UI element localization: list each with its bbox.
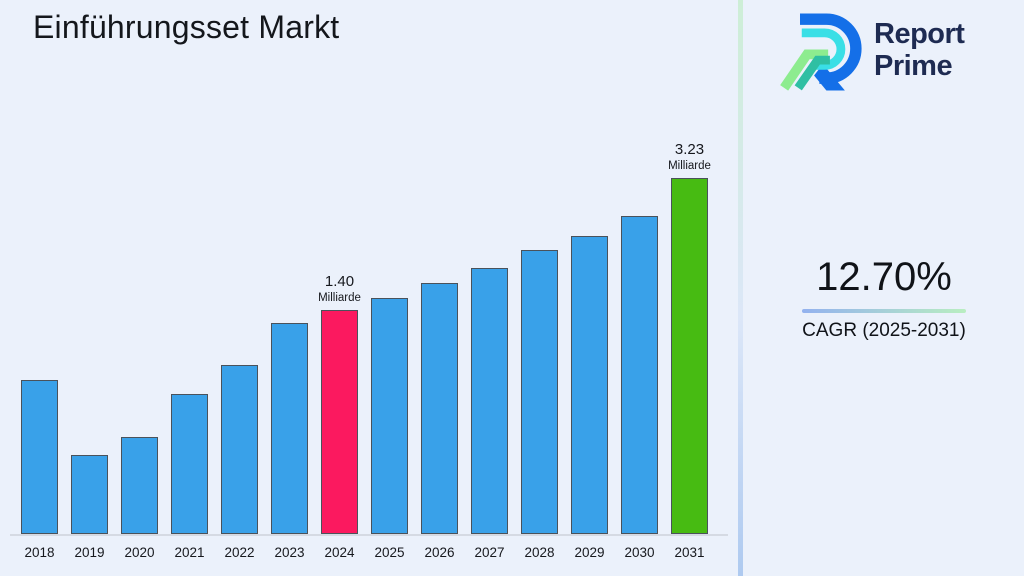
bar-2023 <box>271 323 308 534</box>
x-tick-2029: 2029 <box>574 545 605 560</box>
brand-wordmark-line2: Prime <box>874 50 953 82</box>
bar-2026 <box>421 283 458 534</box>
x-tick-2030: 2030 <box>624 545 655 560</box>
bar-2028 <box>521 250 558 534</box>
bar-value-label-2031: 3.23 Milliarde <box>668 140 711 172</box>
bar-2019 <box>71 455 108 534</box>
brand-logo: Report Prime <box>778 6 965 94</box>
x-tick-2022: 2022 <box>224 545 255 560</box>
bar-2024 <box>321 310 358 534</box>
x-tick-2024: 2024 <box>324 545 355 560</box>
bar-2027 <box>471 268 508 534</box>
brand-wordmark: Report Prime <box>874 18 965 82</box>
brand-wordmark-line1: Report <box>874 18 965 50</box>
x-tick-2019: 2019 <box>74 545 105 560</box>
x-tick-2023: 2023 <box>274 545 305 560</box>
x-tick-2028: 2028 <box>524 545 555 560</box>
cagr-panel: 12.70% CAGR (2025-2031) <box>768 255 1000 342</box>
x-tick-2018: 2018 <box>24 545 55 560</box>
bar-chart: 2018 2019 2020 2021 2022 2023 2024 1.40 Milliard… <box>10 140 728 560</box>
bar-2029 <box>571 236 608 534</box>
page-title: Einführungsset Markt <box>33 9 340 45</box>
bar-2031 <box>671 178 708 534</box>
x-tick-2020: 2020 <box>124 545 155 560</box>
bar-value-label-2024: 1.40 Milliarde <box>318 272 361 304</box>
cagr-value: 12.70% <box>816 255 952 299</box>
bar-2022 <box>221 365 258 534</box>
vertical-divider <box>738 0 743 576</box>
report-prime-logo-icon <box>780 13 862 91</box>
bar-2030 <box>621 216 658 534</box>
x-tick-2021: 2021 <box>174 545 205 560</box>
bar-2020 <box>121 437 158 534</box>
bar-2025 <box>371 298 408 534</box>
x-tick-2031: 2031 <box>674 545 705 560</box>
x-tick-2025: 2025 <box>374 545 405 560</box>
bar-2018 <box>21 380 58 534</box>
x-tick-2026: 2026 <box>424 545 455 560</box>
cagr-caption: CAGR (2025-2031) <box>802 319 966 341</box>
bar-2021 <box>171 394 208 534</box>
x-tick-2027: 2027 <box>474 545 505 560</box>
x-axis-line <box>10 534 728 536</box>
cagr-underline <box>802 309 966 313</box>
